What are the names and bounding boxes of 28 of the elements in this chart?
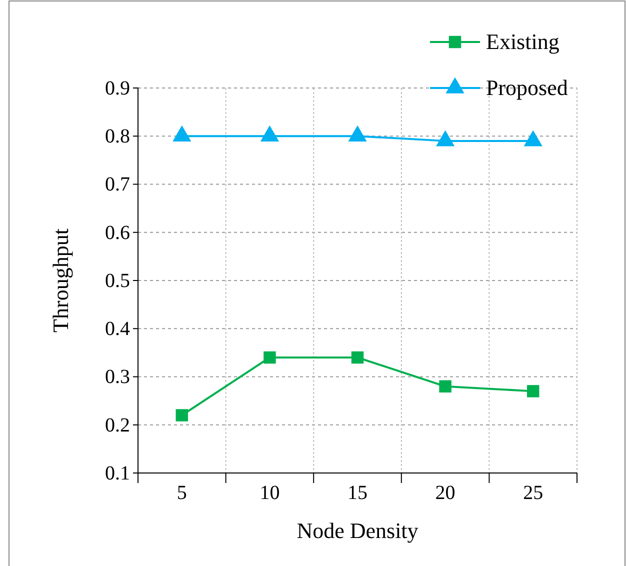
y-tick-label: 0.7 <box>105 174 130 196</box>
point <box>348 125 367 142</box>
point <box>351 351 364 364</box>
point <box>524 130 542 146</box>
x-tick-label: 5 <box>176 482 187 504</box>
x-tick-label: 15 <box>348 482 368 504</box>
x-tick-label: 25 <box>523 482 544 504</box>
y-tick-label: 0.6 <box>105 222 130 244</box>
point <box>439 380 452 392</box>
y-tick-label: 0.1 <box>105 462 130 484</box>
legend-label: Existing <box>486 29 560 54</box>
point <box>436 130 455 146</box>
legend-label: Proposed <box>486 75 568 100</box>
x-tick-label: 20 <box>435 482 456 504</box>
point <box>260 125 280 142</box>
y-axis-title: Throughput <box>48 228 73 332</box>
y-tick-label: 0.5 <box>105 270 130 292</box>
y-tick-label: 0.4 <box>105 318 130 340</box>
y-tick-label: 0.2 <box>105 414 130 436</box>
point <box>526 385 540 398</box>
point <box>176 409 188 422</box>
point <box>172 125 192 142</box>
y-tick-label: 0.3 <box>105 366 130 388</box>
point <box>264 351 276 364</box>
y-tick-label: 0.9 <box>105 77 130 100</box>
x-axis-title: Node Density <box>296 518 418 543</box>
x-tick-label: 10 <box>260 482 280 504</box>
y-tick-label: 0.8 <box>105 126 130 148</box>
